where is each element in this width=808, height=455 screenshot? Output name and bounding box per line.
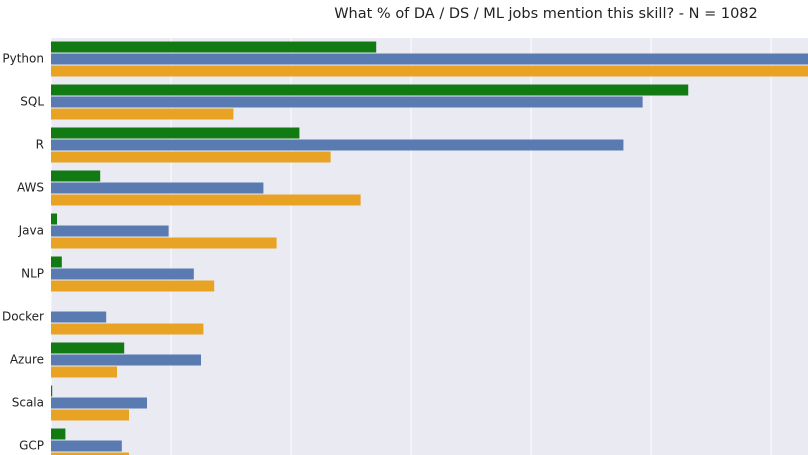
- bar: [51, 428, 66, 440]
- bar: [51, 256, 62, 268]
- bar: [51, 170, 101, 182]
- bar: [51, 84, 689, 96]
- bar: [51, 41, 377, 53]
- bar: [51, 440, 122, 452]
- y-tick-label: Java: [18, 224, 44, 238]
- bar: [51, 225, 169, 237]
- bar: [51, 108, 234, 120]
- bar: [51, 151, 331, 163]
- bar: [51, 385, 53, 397]
- bar: [51, 213, 58, 225]
- bar: [51, 182, 264, 194]
- bar: [51, 354, 202, 366]
- bar: [51, 194, 361, 206]
- y-tick-label: Python: [2, 52, 44, 66]
- y-tick-label: Docker: [2, 310, 44, 324]
- y-tick-label: NLP: [21, 267, 44, 281]
- bar: [51, 96, 643, 108]
- bar: [51, 409, 130, 421]
- bar: [51, 127, 300, 139]
- y-tick-label: Scala: [12, 396, 44, 410]
- bar: [51, 366, 118, 378]
- bars: [51, 41, 808, 455]
- bar: [51, 452, 130, 455]
- chart-title: What % of DA / DS / ML jobs mention this…: [334, 6, 758, 22]
- y-tick-label: Azure: [10, 353, 44, 367]
- bar: [51, 139, 624, 151]
- y-tick-label: R: [36, 138, 44, 152]
- y-tick-label: GCP: [19, 439, 44, 453]
- bar: [51, 342, 125, 354]
- bar: [51, 237, 277, 249]
- y-tick-label: SQL: [20, 95, 44, 109]
- bar: [51, 65, 808, 77]
- bar: [51, 53, 808, 65]
- y-tick-label: AWS: [17, 181, 44, 195]
- bar: [51, 311, 107, 323]
- bar: [51, 280, 215, 292]
- bar: [51, 323, 204, 335]
- bar: [51, 397, 148, 409]
- bar: [51, 268, 194, 280]
